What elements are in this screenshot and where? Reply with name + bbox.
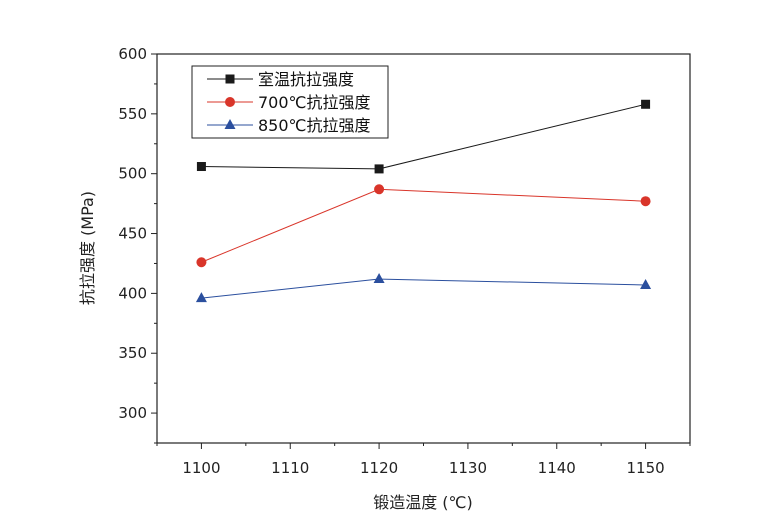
data-point-square <box>196 162 206 172</box>
x-tick-label: 1130 <box>449 459 487 477</box>
data-point-circle <box>196 257 207 268</box>
x-tick-label: 1100 <box>182 459 220 477</box>
x-tick-label: 1110 <box>271 459 309 477</box>
y-tick-label: 600 <box>118 45 147 63</box>
legend-label: 850℃抗拉强度 <box>258 116 371 135</box>
x-axis-title: 锻造温度 (℃) <box>373 493 473 512</box>
legend: 室温抗拉强度 700℃抗拉强度 850℃抗拉强度 <box>191 65 389 139</box>
series-3 <box>195 273 652 303</box>
legend-marker-circle <box>225 97 235 107</box>
y-tick-label: 400 <box>118 284 147 302</box>
x-tick-label: 1150 <box>626 459 664 477</box>
data-point-triangle <box>373 273 385 284</box>
legend-marker-square <box>225 74 235 84</box>
data-point-triangle <box>195 292 207 303</box>
x-tick-label: 1120 <box>360 459 398 477</box>
series-2 <box>196 184 651 268</box>
legend-marker-triangle <box>224 119 236 129</box>
data-point-square <box>374 164 384 174</box>
data-point-circle <box>374 184 385 195</box>
y-tick-label: 300 <box>118 404 147 422</box>
data-point-square <box>641 99 651 109</box>
series-line <box>201 278 646 299</box>
legend-label: 700℃抗拉强度 <box>258 93 371 112</box>
series-layer <box>195 99 652 303</box>
data-point-triangle <box>640 279 652 290</box>
y-tick-label: 350 <box>118 344 147 362</box>
y-tick-label: 450 <box>118 225 147 243</box>
series-1 <box>196 99 651 174</box>
y-tick-label: 500 <box>118 165 147 183</box>
x-tick-label: 1140 <box>538 459 576 477</box>
legend-label: 室温抗拉强度 <box>258 70 354 89</box>
data-point-circle <box>640 196 651 207</box>
axes: 300 350 400 450 500 550 600 1100 1110 1120 1130 114… <box>118 45 691 477</box>
y-tick-label: 550 <box>118 105 147 123</box>
series-line <box>201 188 646 263</box>
y-axis-title: 抗拉强度 (MPa) <box>78 191 97 305</box>
